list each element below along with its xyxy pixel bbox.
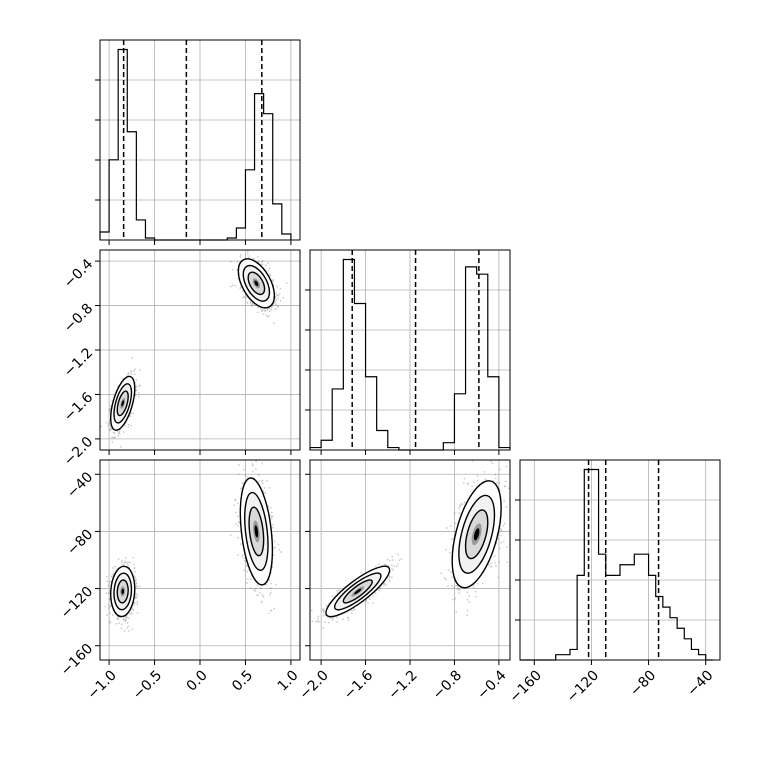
scatter-content bbox=[100, 250, 288, 448]
y-tick-label-1-4: −0.4 bbox=[61, 256, 96, 291]
density-peak bbox=[473, 528, 480, 541]
y-tick-label-2-3: −40 bbox=[64, 469, 96, 501]
x-tick-label-2-2: −80 bbox=[627, 667, 659, 699]
hist-panel-0 bbox=[95, 39, 301, 245]
scatter-panel-1-2 bbox=[305, 459, 511, 665]
x-tick-label-1-1: −1.6 bbox=[341, 667, 376, 702]
cluster-1 bbox=[230, 250, 288, 324]
y-tick-label-2-0: −160 bbox=[58, 641, 97, 680]
cluster-0 bbox=[104, 557, 141, 632]
x-tick-label-1-4: −0.4 bbox=[474, 667, 509, 702]
density-peak bbox=[254, 280, 259, 287]
density-peak bbox=[254, 525, 259, 538]
hist-bars-2 bbox=[520, 468, 713, 661]
y-tick-label-2-2: −80 bbox=[64, 526, 96, 558]
x-tick-label-2-3: −40 bbox=[684, 667, 716, 699]
hist-panel-1 bbox=[305, 249, 511, 455]
hist-frame bbox=[519, 459, 721, 661]
y-tick-label-1-1: −1.6 bbox=[61, 389, 96, 424]
scatter-panel-0-2 bbox=[95, 459, 301, 665]
y-tick-label-2-1: −120 bbox=[58, 584, 97, 623]
scatter-content bbox=[104, 460, 282, 632]
density-peak bbox=[121, 588, 125, 595]
cluster-0 bbox=[100, 357, 141, 448]
density-peak bbox=[121, 400, 125, 407]
x-tick-label-2-0: −160 bbox=[507, 667, 546, 706]
cluster-1 bbox=[440, 460, 510, 616]
y-tick-label-1-0: −2.0 bbox=[61, 434, 96, 469]
y-tick-label-1-2: −1.2 bbox=[61, 345, 96, 380]
x-tick-label-0-0: −1.0 bbox=[84, 667, 119, 702]
x-tick-label-1-3: −0.8 bbox=[430, 667, 465, 702]
x-tick-label-0-3: 0.5 bbox=[229, 667, 256, 694]
hist-background bbox=[520, 460, 720, 660]
density-peak bbox=[354, 588, 362, 595]
x-tick-label-0-1: −0.5 bbox=[130, 667, 165, 702]
hist-panel-2 bbox=[515, 459, 721, 665]
x-tick-label-1-0: −2.0 bbox=[297, 667, 332, 702]
scatter-panel-0-1 bbox=[95, 249, 301, 455]
x-tick-label-1-2: −1.2 bbox=[385, 667, 420, 702]
x-tick-label-2-1: −120 bbox=[564, 667, 603, 706]
x-tick-label-0-2: 0.0 bbox=[184, 667, 211, 694]
y-tick-label-1-3: −0.8 bbox=[61, 301, 96, 336]
scatter-content bbox=[311, 460, 510, 629]
cluster-1 bbox=[230, 460, 282, 614]
cluster-0 bbox=[311, 553, 402, 629]
